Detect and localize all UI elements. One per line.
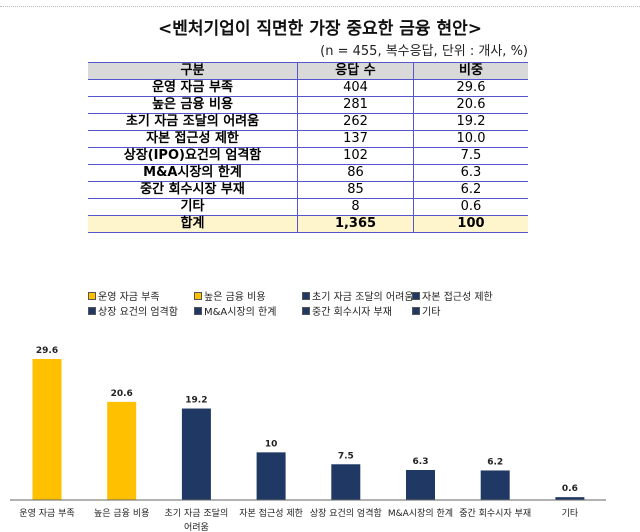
cell-category: 높은 금융 비용 bbox=[88, 96, 298, 114]
total-row: 합계 1,365 100 bbox=[88, 215, 528, 233]
bar bbox=[331, 464, 361, 500]
cell-count: 262 bbox=[297, 113, 414, 131]
cell-category: 중간 회수시장 부재 bbox=[88, 181, 298, 199]
table-row: 초기 자금 조달의 어려움 262 19.2 bbox=[88, 113, 528, 131]
table-row: 자본 접근성 제한 137 10.0 bbox=[88, 130, 528, 148]
table-row: 중간 회수시장 부재 85 6.2 bbox=[88, 181, 528, 199]
bar bbox=[555, 497, 585, 500]
header-count: 응답 수 bbox=[297, 62, 414, 80]
cell-count: 1,365 bbox=[297, 215, 414, 233]
legend-label: 운영 자금 부족 bbox=[98, 292, 160, 303]
x-tick-label: 높은 금융 비용 bbox=[94, 508, 149, 519]
cell-category: 기타 bbox=[88, 198, 298, 216]
legend-swatch bbox=[412, 291, 420, 300]
header-category: 구분 bbox=[88, 62, 298, 80]
table-row: 상장(IPO)요건의 엄격함 102 7.5 bbox=[88, 147, 528, 165]
table-row: 높은 금융 비용 281 20.6 bbox=[88, 96, 528, 114]
bar bbox=[181, 408, 211, 500]
data-table: 구분 응답 수 비중 운영 자금 부족 404 29.6 높은 금융 비용 281 20.… bbox=[88, 62, 528, 233]
legend-swatch bbox=[302, 306, 310, 315]
cell-count: 404 bbox=[297, 79, 414, 97]
data-label: 7.5 bbox=[338, 451, 354, 461]
legend-swatch bbox=[88, 291, 96, 300]
legend-label: 자본 접근성 제한 bbox=[422, 292, 493, 303]
data-label: 6.3 bbox=[413, 457, 429, 467]
legend-label: 기타 bbox=[422, 307, 441, 318]
legend-item: M&A시장의 한계 bbox=[194, 303, 276, 318]
legend-label: 중간 회수시자 부재 bbox=[312, 307, 392, 318]
data-label: 19.2 bbox=[185, 396, 207, 406]
legend-swatch bbox=[302, 291, 310, 300]
bar-chart: 29.6 운영 자금 부족 20.6 높은 금융 비용 19.2 초기 자금 조달의 어려움… bbox=[10, 346, 606, 532]
top-divider bbox=[0, 6, 640, 7]
header-share: 비중 bbox=[413, 62, 528, 80]
cell-category: 운영 자금 부족 bbox=[88, 79, 298, 97]
bar bbox=[107, 401, 137, 500]
x-tick-label: 자본 접근성 제한 bbox=[239, 507, 303, 519]
page-title: <벤처기업이 직면한 가장 중요한 금융 현안> bbox=[158, 19, 482, 39]
cell-count: 137 bbox=[297, 130, 414, 148]
legend-item: 중간 회수시자 부재 bbox=[302, 303, 392, 318]
cell-category: 초기 자금 조달의 어려움 bbox=[88, 113, 298, 131]
legend-swatch bbox=[412, 306, 420, 315]
table-row: 운영 자금 부족 404 29.6 bbox=[88, 79, 528, 97]
legend-label: 초기 자금 조달의 어려움 bbox=[312, 292, 414, 303]
cell-share: 6.2 bbox=[413, 181, 528, 199]
legend-item: 운영 자금 부족 bbox=[88, 288, 160, 303]
x-tick-label: 초기 자금 조달의 어려움 bbox=[165, 507, 229, 532]
table-note: (n = 455, 복수응답, 단위 : 개사, %) bbox=[320, 44, 528, 59]
bar bbox=[406, 469, 435, 500]
data-label: 29.6 bbox=[36, 346, 58, 356]
legend-item: 높은 금융 비용 bbox=[194, 288, 266, 303]
cell-share: 6.3 bbox=[413, 164, 528, 182]
cell-share: 0.6 bbox=[413, 198, 528, 216]
cell-count: 281 bbox=[297, 96, 414, 114]
cell-share: 7.5 bbox=[413, 147, 528, 165]
x-tick-label: 기타 bbox=[562, 508, 579, 519]
legend-item: 기타 bbox=[412, 303, 440, 318]
legend-item: 초기 자금 조달의 어려움 bbox=[302, 288, 414, 303]
legend-swatch bbox=[194, 291, 202, 300]
data-label: 10 bbox=[265, 439, 278, 449]
data-label: 0.6 bbox=[562, 484, 578, 494]
legend-swatch bbox=[88, 306, 96, 315]
x-tick-label: 상장 요건의 엄격함 bbox=[310, 507, 382, 519]
cell-count: 85 bbox=[297, 181, 414, 199]
cell-share: 100 bbox=[413, 215, 528, 233]
cell-share: 10.0 bbox=[413, 130, 528, 148]
table-row: 기타 8 0.6 bbox=[88, 198, 528, 216]
x-tick-label: M&A시장의 한계 bbox=[388, 507, 453, 519]
legend-item: 자본 접근성 제한 bbox=[412, 288, 493, 303]
legend-item: 상장 요건의 엄격함 bbox=[88, 303, 178, 318]
cell-category: 합계 bbox=[88, 215, 298, 233]
cell-share: 29.6 bbox=[413, 79, 528, 97]
legend-label: 높은 금융 비용 bbox=[204, 292, 266, 303]
table-row: M&A시장의 한계 86 6.3 bbox=[88, 164, 528, 182]
bar bbox=[480, 470, 510, 500]
cell-category: 자본 접근성 제한 bbox=[88, 130, 298, 148]
cell-category: 상장(IPO)요건의 엄격함 bbox=[88, 147, 298, 165]
cell-category: M&A시장의 한계 bbox=[88, 164, 298, 182]
x-tick-label: 중간 회수시자 부재 bbox=[459, 508, 531, 519]
legend-label: 상장 요건의 엄격함 bbox=[98, 307, 178, 318]
x-tick-label: 운영 자금 부족 bbox=[19, 508, 74, 519]
legend-label: M&A시장의 한계 bbox=[204, 307, 277, 318]
bar bbox=[32, 359, 62, 500]
cell-share: 20.6 bbox=[413, 96, 528, 114]
legend-swatch bbox=[194, 306, 202, 315]
bar bbox=[256, 452, 286, 500]
cell-count: 86 bbox=[297, 164, 414, 182]
cell-count: 8 bbox=[297, 198, 414, 216]
cell-share: 19.2 bbox=[413, 113, 528, 131]
data-label: 6.2 bbox=[487, 457, 503, 467]
data-label: 20.6 bbox=[111, 389, 133, 399]
cell-count: 102 bbox=[297, 147, 414, 165]
